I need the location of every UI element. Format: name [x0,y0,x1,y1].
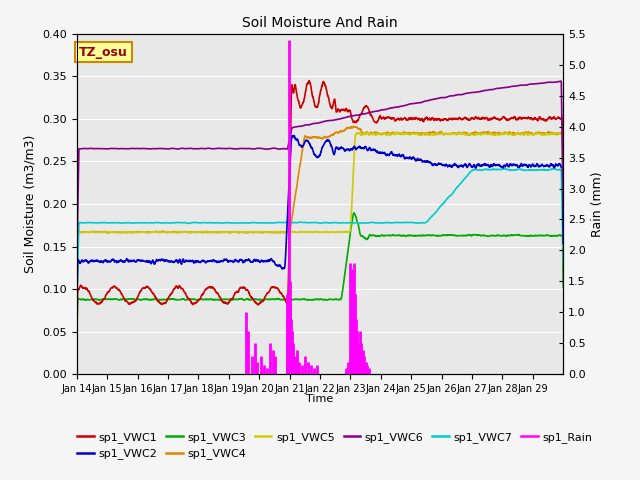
Text: TZ_osu: TZ_osu [79,46,128,59]
Title: Soil Moisture And Rain: Soil Moisture And Rain [242,16,398,30]
Y-axis label: Rain (mm): Rain (mm) [591,171,604,237]
X-axis label: Time: Time [307,394,333,404]
Legend: sp1_VWC1, sp1_VWC2, sp1_VWC3, sp1_VWC4, sp1_VWC5, sp1_VWC6, sp1_VWC7, sp1_Rain: sp1_VWC1, sp1_VWC2, sp1_VWC3, sp1_VWC4, … [72,428,596,464]
Y-axis label: Soil Moisture (m3/m3): Soil Moisture (m3/m3) [24,135,36,273]
